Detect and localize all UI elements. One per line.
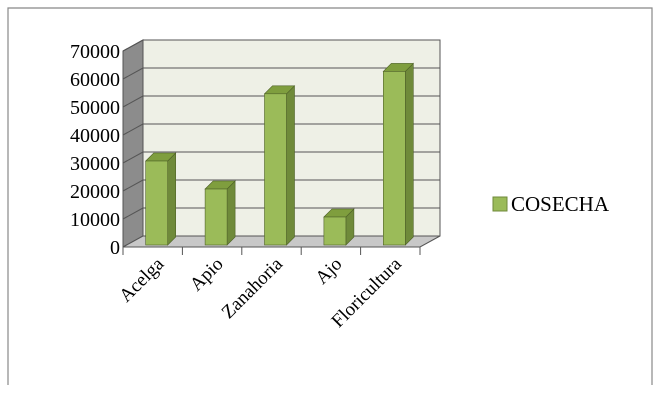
y-tick-label: 30000 <box>70 153 120 175</box>
gridline-side <box>122 179 144 192</box>
bar <box>204 180 236 246</box>
bar <box>382 62 415 246</box>
y-tick-label: 20000 <box>70 181 120 203</box>
bar-front <box>264 93 287 246</box>
bars <box>144 62 415 246</box>
x-tick-label: Apio <box>186 254 228 296</box>
y-tick-label: 50000 <box>70 97 120 119</box>
bar-front <box>204 188 228 246</box>
x-tick-label: Ajo <box>311 254 346 289</box>
y-tick-label: 60000 <box>70 69 120 91</box>
y-tick-label: 40000 <box>70 125 120 147</box>
bar-front <box>145 160 168 246</box>
legend-swatch <box>492 196 508 212</box>
y-tick-label: 70000 <box>70 41 120 63</box>
legend-label: COSECHA <box>511 192 610 216</box>
y-axis-ticks: 0 10000 20000 30000 40000 50000 60000 70000 <box>70 41 120 259</box>
side-wall <box>122 39 144 248</box>
bar <box>323 208 355 246</box>
gridline-side <box>122 123 144 136</box>
x-tick-label: Acelga <box>115 253 168 306</box>
bar-side <box>226 180 236 246</box>
bar <box>263 85 296 246</box>
x-tick-label: Zanahoria <box>218 253 288 323</box>
gridline-side <box>122 151 144 164</box>
gridline-side <box>122 95 144 108</box>
gridline-side <box>122 67 144 80</box>
legend: COSECHA <box>492 192 610 216</box>
gridline-side <box>122 207 144 220</box>
bar-front <box>323 216 347 246</box>
bar-side <box>167 152 176 246</box>
gridline-side <box>122 39 144 52</box>
chart-border <box>7 7 653 385</box>
y-tick-label: 10000 <box>70 209 120 231</box>
bar-side <box>286 85 295 246</box>
y-tick-label: 0 <box>110 237 120 259</box>
bar-front <box>382 71 406 246</box>
bar-side <box>404 62 414 246</box>
bar <box>144 152 177 246</box>
